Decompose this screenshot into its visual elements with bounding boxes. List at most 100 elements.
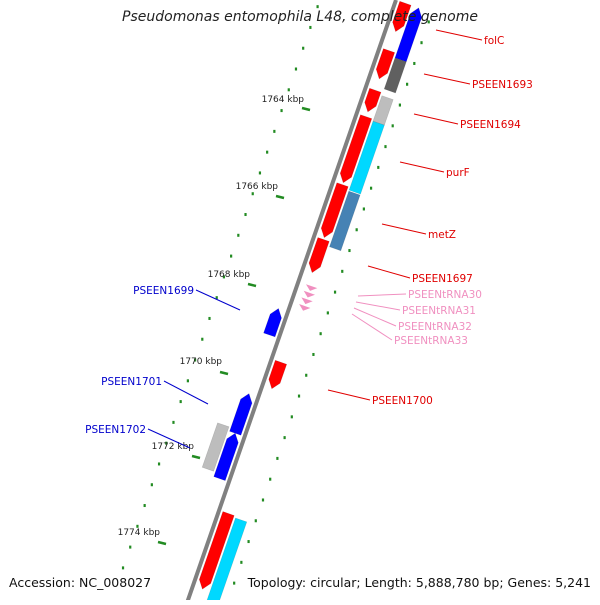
gc-dot: [215, 296, 218, 300]
cog-pseen1702: [201, 422, 230, 472]
gc-dot: [355, 228, 358, 232]
gene-label: PSEEN1699: [133, 285, 194, 297]
gc-dot: [244, 213, 247, 217]
gene-label: PSEEN1701: [101, 376, 162, 388]
gene-label: PSEEN1697: [412, 273, 473, 285]
gc-dot: [179, 400, 182, 404]
gc-dot: [283, 436, 286, 440]
gc-dot: [302, 46, 305, 50]
gc-dot: [208, 316, 211, 320]
gene-label: folC: [484, 35, 504, 47]
label-leader-line: [367, 265, 411, 279]
label-leader-line: [353, 307, 397, 327]
cds-folc: [392, 0, 412, 33]
cds-pseen1700: [268, 359, 288, 390]
cds-metz: [320, 182, 349, 239]
label-leader-line: [195, 289, 241, 311]
gene-labels: folC PSEEN1693 PSEEN1694 purF metZ PSEEN1697 P…: [85, 29, 533, 449]
gc-dot: [254, 519, 257, 523]
gc-dot: [276, 456, 279, 460]
gc-dot: [273, 129, 276, 133]
label-leader-line: [423, 73, 471, 85]
gc-dot: [233, 581, 236, 585]
gc-dot: [333, 290, 337, 294]
gc-dot: [172, 420, 175, 424]
gene-label: PSEEN1693: [472, 79, 533, 91]
cds-pseen1702: [213, 432, 239, 481]
gc-dot: [201, 337, 204, 341]
cog-lower: [206, 517, 248, 605]
label-leader-line: [163, 380, 209, 405]
gene-label: PSEENtRNA30: [408, 289, 482, 301]
gc-dot: [165, 441, 168, 445]
gc-dot: [391, 124, 394, 128]
cog-pseen1693: [383, 57, 407, 94]
gene-label: PSEEN1702: [85, 424, 146, 436]
gc-dot: [305, 373, 308, 377]
cds-pseen1693: [375, 48, 396, 80]
gc-dot: [186, 379, 189, 383]
label-leader-line: [381, 223, 427, 235]
gc-dot: [309, 25, 312, 29]
gc-dot: [377, 165, 380, 169]
gc-dot: [157, 462, 161, 466]
gene-label: PSEEN1700: [372, 395, 433, 407]
gc-dot: [266, 150, 269, 154]
trna-feature: [306, 284, 318, 291]
tick-mark: [219, 370, 229, 376]
gc-dot: [369, 186, 373, 190]
gc-dot: [297, 394, 301, 398]
gc-dot: [319, 332, 322, 336]
label-leader-line: [147, 428, 191, 449]
gc-dot: [420, 41, 423, 45]
gc-dot: [121, 566, 125, 570]
gene-label: purF: [446, 167, 470, 179]
trna-feature: [301, 297, 313, 305]
tick-marks: 1764 kbp 1766 kbp 1768 kbp 1770 kbp 1772 kbp…: [118, 95, 311, 546]
gc-dot: [427, 20, 430, 24]
tick-label: 1774 kbp: [118, 528, 161, 538]
gc-dot: [129, 545, 132, 549]
gc-dot: [247, 540, 250, 544]
tick-mark: [275, 194, 285, 200]
gc-dot: [406, 82, 409, 86]
tick-mark: [157, 540, 167, 546]
gc-dot: [193, 358, 197, 362]
gc-dot: [398, 103, 402, 107]
tick-mark: [301, 106, 311, 112]
gc-dot: [261, 498, 265, 502]
tick-label: 1770 kbp: [180, 357, 223, 367]
tick-label: 1772 kbp: [152, 442, 195, 452]
cds-purf: [339, 114, 373, 184]
tick-label: 1766 kbp: [236, 182, 279, 192]
trna-feature: [299, 304, 311, 311]
gc-dot: [294, 67, 298, 71]
gene-label: PSEENtRNA31: [402, 305, 476, 317]
gene-label: PSEENtRNA32: [398, 321, 472, 333]
tick-label: 1768 kbp: [208, 270, 251, 280]
features: [198, 0, 423, 605]
gc-dot: [316, 5, 319, 9]
cds-folc-rev: [394, 7, 423, 63]
label-leader-line: [355, 301, 401, 311]
gc-dot: [413, 61, 416, 65]
trna-feature: [303, 290, 315, 298]
gc-dot: [384, 145, 387, 149]
backbone-line: [184, 0, 398, 605]
gc-dot: [230, 254, 233, 258]
gc-dot: [280, 109, 283, 113]
gc-dot: [258, 171, 262, 175]
gc-dot: [222, 275, 226, 279]
gene-label: PSEENtRNA33: [394, 335, 468, 347]
label-leader-line: [351, 313, 393, 341]
label-leader-line: [357, 293, 407, 297]
gc-dot: [150, 483, 153, 487]
gc-dot: [312, 352, 315, 356]
gc-dot: [269, 477, 272, 481]
label-leader-line: [413, 113, 459, 125]
tick-label: 1764 kbp: [262, 95, 305, 105]
gc-dot: [251, 192, 254, 196]
cog-purf: [348, 120, 385, 195]
